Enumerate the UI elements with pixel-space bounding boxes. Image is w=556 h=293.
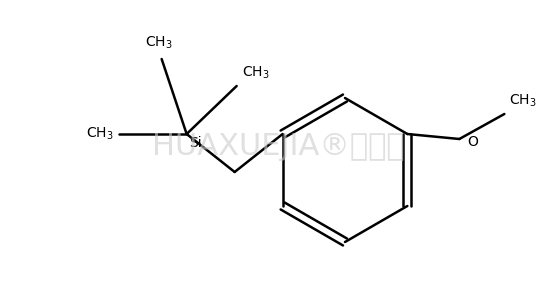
Text: CH$_3$: CH$_3$ bbox=[86, 126, 113, 142]
Text: HUAXUEJIA®化学加: HUAXUEJIA®化学加 bbox=[152, 132, 404, 161]
Text: O: O bbox=[468, 135, 478, 149]
Text: CH$_3$: CH$_3$ bbox=[145, 35, 172, 51]
Text: Si: Si bbox=[188, 136, 201, 150]
Text: CH$_3$: CH$_3$ bbox=[509, 93, 537, 109]
Text: CH$_3$: CH$_3$ bbox=[242, 64, 269, 81]
